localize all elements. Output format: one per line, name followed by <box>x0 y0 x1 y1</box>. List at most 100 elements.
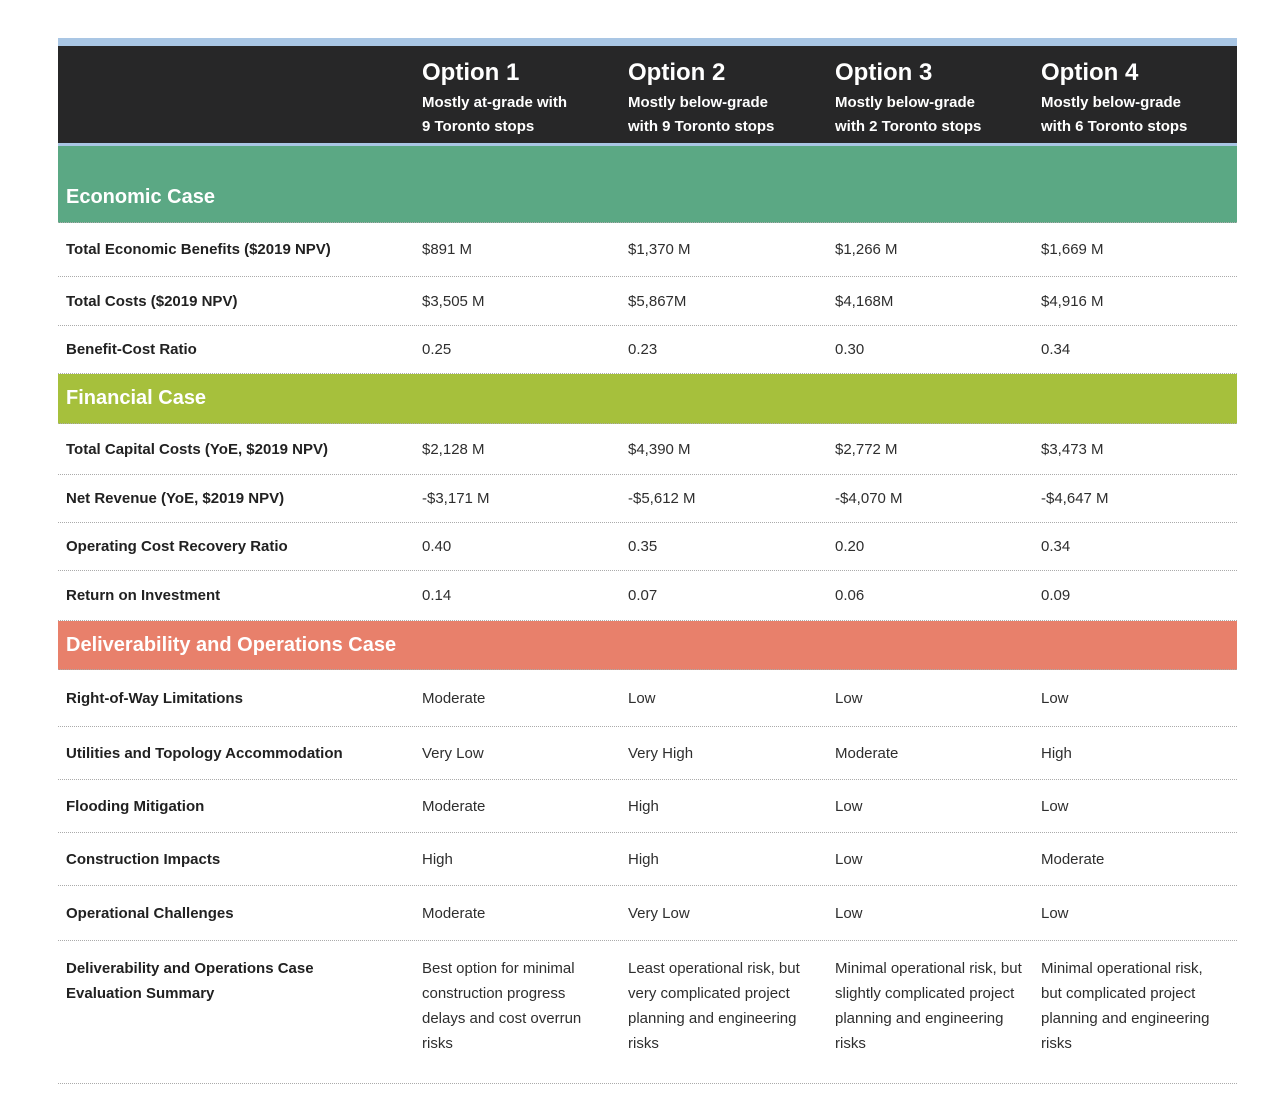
header-option-2: Option 2 Mostly below-grade with 9 Toront… <box>628 46 835 143</box>
cell-option-3: Low <box>835 689 863 707</box>
cell-option-2: -$5,612 M <box>628 490 696 507</box>
cell-option-4: Low <box>1041 904 1069 922</box>
table-row-flooding-mitigation: Flooding Mitigation Moderate High Low Lo… <box>58 780 1237 833</box>
cell-option-2: Very High <box>628 744 694 762</box>
option-3-subtitle: Mostly below-grade with 2 Toronto stops <box>835 94 982 135</box>
table-row-total-costs: Total Costs ($2019 NPV) $3,505 M $5,867M… <box>58 277 1237 326</box>
cell-option-1: Moderate <box>422 689 486 707</box>
cell-option-3: Moderate <box>835 744 899 762</box>
row-label: Operating Cost Recovery Ratio <box>66 538 288 555</box>
cell-option-1: $3,505 M <box>422 292 485 310</box>
row-label: Net Revenue (YoE, $2019 NPV) <box>66 490 285 507</box>
row-label: Flooding Mitigation <box>66 797 205 815</box>
table-row-total-economic-benefits: Total Economic Benefits ($2019 NPV) $891… <box>58 223 1237 277</box>
section-title: Financial Case <box>66 387 207 409</box>
section-header-economic-case: Economic Case <box>58 146 1237 223</box>
table-header-row: Option 1 Mostly at-grade with 9 Toronto s… <box>58 46 1237 143</box>
cell-option-3: Minimal operational risk, but slightly c… <box>835 960 1022 1052</box>
table-row-evaluation-summary: Deliverability and Operations Case Evalu… <box>58 941 1237 1084</box>
cell-option-1: Moderate <box>422 904 486 922</box>
cell-option-3: Low <box>835 797 863 815</box>
row-label: Total Capital Costs (YoE, $2019 NPV) <box>66 440 329 458</box>
cell-option-1: Moderate <box>422 797 486 815</box>
table-row-net-revenue: Net Revenue (YoE, $2019 NPV) -$3,171 M -… <box>58 475 1237 523</box>
cell-option-2: 0.23 <box>628 341 658 358</box>
section-title: Economic Case <box>66 186 215 208</box>
row-label: Utilities and Topology Accommodation <box>66 744 343 762</box>
header-option-1: Option 1 Mostly at-grade with 9 Toronto s… <box>422 46 628 143</box>
cell-option-2: 0.07 <box>628 587 658 604</box>
section-header-deliverability-operations-case: Deliverability and Operations Case <box>58 621 1237 670</box>
table-row-operational-challenges: Operational Challenges Moderate Very Low… <box>58 886 1237 941</box>
options-comparison-table: Option 1 Mostly at-grade with 9 Toronto s… <box>58 38 1237 1084</box>
cell-option-4: Low <box>1041 689 1069 707</box>
cell-option-3: 0.20 <box>835 538 865 555</box>
option-2-subtitle: Mostly below-grade with 9 Toronto stops <box>628 94 775 135</box>
cell-option-4: $4,916 M <box>1041 292 1104 310</box>
cell-option-1: 0.40 <box>422 538 452 555</box>
row-label: Operational Challenges <box>66 904 234 922</box>
cell-option-2: High <box>628 797 659 815</box>
cell-option-4: $3,473 M <box>1041 440 1104 458</box>
header-option-4: Option 4 Mostly below-grade with 6 Toront… <box>1041 46 1237 143</box>
cell-option-2: $4,390 M <box>628 440 691 458</box>
cell-option-1: $2,128 M <box>422 440 485 458</box>
table-top-accent-bar <box>58 38 1237 46</box>
cell-option-2: Low <box>628 689 656 707</box>
header-empty-cell <box>58 46 422 143</box>
cell-option-1: Best option for minimal construction pro… <box>422 960 582 1052</box>
row-label: Total Economic Benefits ($2019 NPV) <box>66 241 331 258</box>
cell-option-4: -$4,647 M <box>1041 490 1109 507</box>
section-title: Deliverability and Operations Case <box>66 633 397 656</box>
cell-option-4: $1,669 M <box>1041 241 1104 258</box>
header-bottom-accent-line <box>58 143 1237 146</box>
cell-option-1: High <box>422 850 453 868</box>
cell-option-4: 0.34 <box>1041 341 1071 358</box>
cell-option-2: $1,370 M <box>628 241 691 258</box>
cell-option-4: Minimal operational risk, but complicate… <box>1041 960 1210 1052</box>
cell-option-2: $5,867M <box>628 292 687 310</box>
option-2-title: Option 2 <box>628 59 726 86</box>
option-4-title: Option 4 <box>1041 59 1139 86</box>
cell-option-3: $1,266 M <box>835 241 898 258</box>
cell-option-4: 0.34 <box>1041 538 1071 555</box>
cell-option-2: Very Low <box>628 904 690 922</box>
header-option-3: Option 3 Mostly below-grade with 2 Toront… <box>835 46 1041 143</box>
cell-option-4: Low <box>1041 797 1069 815</box>
cell-option-4: High <box>1041 744 1072 762</box>
cell-option-3: 0.30 <box>835 341 865 358</box>
cell-option-1: 0.25 <box>422 341 452 358</box>
cell-option-3: Low <box>835 904 863 922</box>
table-row-total-capital-costs: Total Capital Costs (YoE, $2019 NPV) $2,… <box>58 424 1237 475</box>
cell-option-1: -$3,171 M <box>422 490 490 507</box>
cell-option-4: Moderate <box>1041 850 1105 868</box>
cell-option-3: Low <box>835 850 863 868</box>
table-row-benefit-cost-ratio: Benefit-Cost Ratio 0.25 0.23 0.30 0.34 <box>58 326 1237 374</box>
cell-option-3: 0.06 <box>835 587 865 604</box>
row-label: Return on Investment <box>66 587 221 604</box>
cell-option-2: High <box>628 850 659 868</box>
row-label: Construction Impacts <box>66 850 221 868</box>
table-row-utilities-topology: Utilities and Topology Accommodation Ver… <box>58 727 1237 780</box>
table-row-construction-impacts: Construction Impacts High High Low Moder… <box>58 833 1237 886</box>
table-row-return-on-investment: Return on Investment 0.14 0.07 0.06 0.09 <box>58 571 1237 621</box>
table-row-operating-cost-recovery: Operating Cost Recovery Ratio 0.40 0.35 … <box>58 523 1237 571</box>
table-row-right-of-way: Right-of-Way Limitations Moderate Low Lo… <box>58 670 1237 727</box>
option-4-subtitle: Mostly below-grade with 6 Toronto stops <box>1041 94 1188 135</box>
row-label: Benefit-Cost Ratio <box>66 341 197 358</box>
cell-option-3: -$4,070 M <box>835 490 903 507</box>
cell-option-4: 0.09 <box>1041 587 1071 604</box>
option-1-title: Option 1 <box>422 59 520 86</box>
cell-option-1: Very Low <box>422 744 484 762</box>
cell-option-2: 0.35 <box>628 538 658 555</box>
row-label: Total Costs ($2019 NPV) <box>66 292 238 310</box>
cell-option-1: $891 M <box>422 241 473 258</box>
option-3-title: Option 3 <box>835 59 933 86</box>
cell-option-3: $2,772 M <box>835 440 898 458</box>
row-label: Right-of-Way Limitations <box>66 689 243 707</box>
cell-option-3: $4,168M <box>835 292 894 310</box>
row-label: Deliverability and Operations Case Evalu… <box>66 960 314 1002</box>
section-header-financial-case: Financial Case <box>58 374 1237 424</box>
cell-option-2: Least operational risk, but very complic… <box>628 960 800 1052</box>
cell-option-1: 0.14 <box>422 587 452 604</box>
